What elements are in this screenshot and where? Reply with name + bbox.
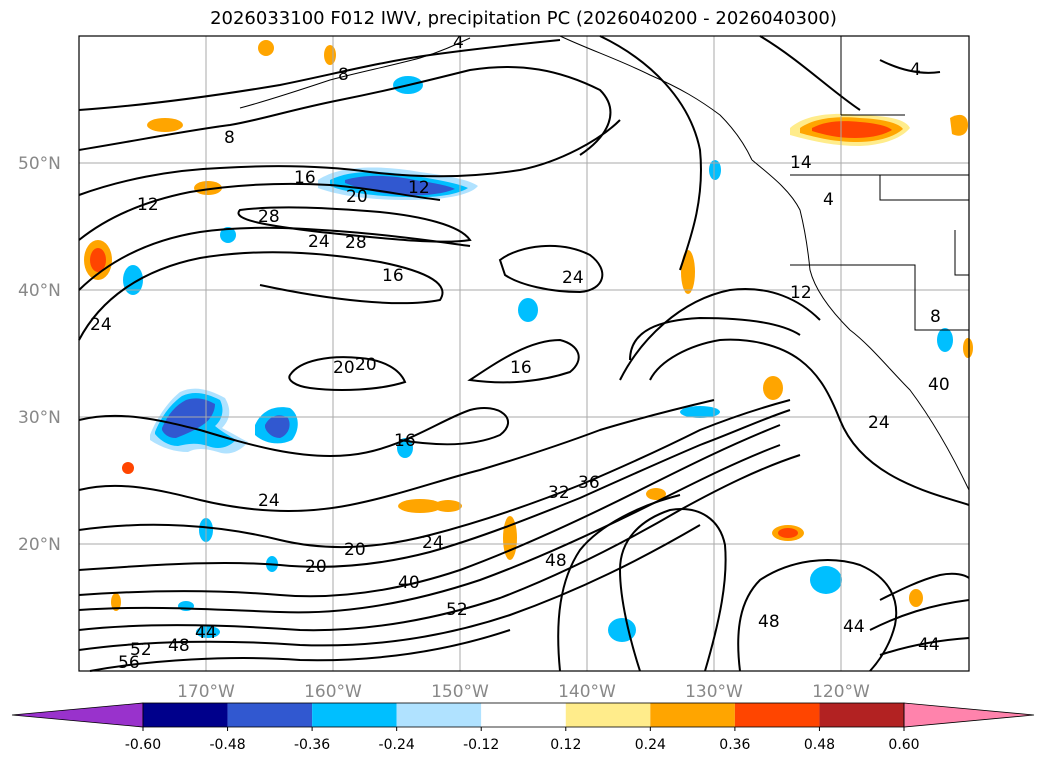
svg-text:12: 12 [790, 283, 812, 303]
colorbar-tick-label: -0.60 [125, 737, 161, 753]
svg-text:16: 16 [294, 168, 316, 188]
colorbar-segment [481, 703, 566, 727]
iwv-contours [78, 35, 970, 672]
contour-labels: 4 8 8 12 12 12 16 16 16 16 20 20 20 20 2… [90, 33, 950, 673]
svg-text:12: 12 [408, 178, 430, 198]
svg-text:20: 20 [346, 187, 368, 207]
colorbar-tick-label: -0.12 [463, 737, 499, 753]
svg-text:4: 4 [823, 190, 834, 210]
colorbar-segment [734, 703, 820, 727]
coastlines [239, 35, 970, 491]
colorbar-segment [396, 703, 482, 727]
svg-text:16: 16 [394, 431, 416, 451]
svg-text:24: 24 [308, 232, 330, 252]
precip-shading [84, 40, 973, 642]
svg-text:24: 24 [422, 533, 444, 553]
svg-text:24: 24 [90, 315, 112, 335]
svg-text:20: 20 [305, 557, 327, 577]
lat-label: 20°N [18, 535, 61, 555]
svg-text:12: 12 [137, 195, 159, 215]
colorbar-segment [143, 703, 228, 727]
colorbar: -0.60 -0.48 -0.36 -0.24 -0.12 0.12 0.24 0.36 0.4… [11, 702, 1035, 753]
colorbar-tick-label: -0.24 [379, 737, 415, 753]
svg-text:16: 16 [382, 266, 404, 286]
svg-text:4: 4 [453, 33, 464, 53]
map-title: 2026033100 F012 IWV, precipitation PC (2… [210, 8, 837, 29]
svg-text:8: 8 [930, 307, 941, 327]
colorbar-tick-label: 0.60 [888, 737, 919, 753]
lon-label: 170°W [177, 682, 235, 702]
svg-text:40: 40 [928, 375, 950, 395]
svg-text:52: 52 [446, 600, 468, 620]
svg-text:44: 44 [195, 623, 217, 643]
colorbar-extend-max [903, 702, 1035, 728]
lon-label: 160°W [304, 682, 362, 702]
svg-text:16: 16 [510, 358, 532, 378]
svg-text:44: 44 [918, 635, 940, 655]
lat-label: 50°N [18, 154, 61, 174]
lat-label: 40°N [18, 281, 61, 301]
svg-text:20: 20 [344, 540, 366, 560]
svg-text:36: 36 [578, 473, 600, 493]
longitude-labels: 170°W 160°W 150°W 140°W 130°W 120°W [177, 682, 870, 702]
svg-text:14: 14 [790, 153, 812, 173]
svg-text:8: 8 [338, 65, 349, 85]
colorbar-frame [142, 702, 905, 728]
svg-text:28: 28 [258, 207, 280, 227]
svg-text:24: 24 [868, 413, 890, 433]
colorbar-tick-label: 0.36 [719, 737, 750, 753]
svg-text:8: 8 [224, 128, 235, 148]
svg-text:20: 20 [355, 355, 377, 375]
colorbar-segment [227, 703, 313, 727]
svg-text:24: 24 [562, 268, 584, 288]
lon-label: 120°W [812, 682, 870, 702]
svg-text:52: 52 [130, 640, 152, 660]
svg-text:24: 24 [258, 491, 280, 511]
colorbar-segment [312, 703, 397, 727]
lon-label: 140°W [558, 682, 616, 702]
svg-text:20: 20 [333, 358, 355, 378]
colorbar-segment [650, 703, 735, 727]
svg-text:48: 48 [758, 612, 780, 632]
colorbar-tick-label: 0.48 [804, 737, 835, 753]
graticule [79, 36, 969, 671]
latitude-labels: 50°N 40°N 30°N 20°N [18, 154, 61, 555]
svg-text:28: 28 [345, 233, 367, 253]
lon-label: 150°W [431, 682, 489, 702]
lon-label: 130°W [685, 682, 743, 702]
colorbar-extend-min [11, 702, 144, 728]
colorbar-tick-label: -0.48 [209, 737, 245, 753]
colorbar-tick-label: 0.12 [550, 737, 581, 753]
lat-label: 30°N [18, 408, 61, 428]
colorbar-segment [565, 703, 651, 727]
colorbar-tick-label: 0.24 [635, 737, 666, 753]
svg-text:32: 32 [548, 483, 570, 503]
map-frame [78, 35, 970, 672]
svg-text:56: 56 [118, 653, 140, 673]
svg-text:40: 40 [398, 573, 420, 593]
svg-text:44: 44 [843, 617, 865, 637]
svg-text:48: 48 [168, 636, 190, 656]
colorbar-segment [819, 703, 904, 727]
svg-text:4: 4 [910, 60, 921, 80]
svg-text:48: 48 [545, 551, 567, 571]
colorbar-tick-label: -0.36 [294, 737, 330, 753]
